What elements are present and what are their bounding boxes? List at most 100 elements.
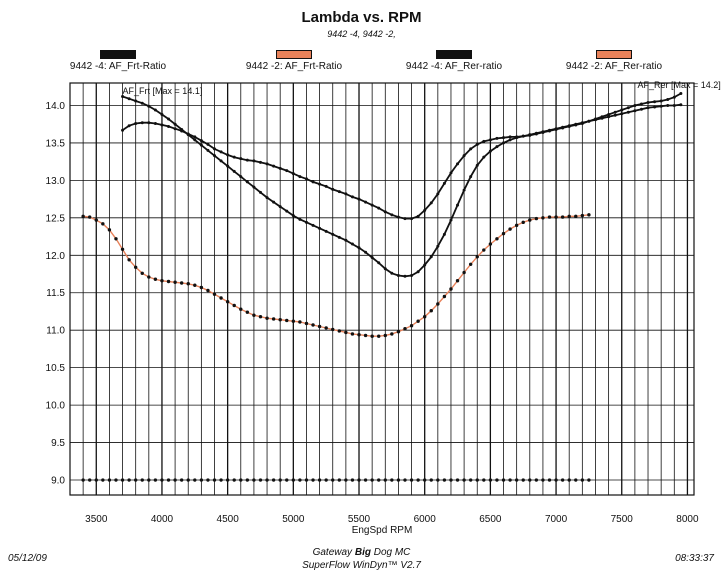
y-tick-label: 9.0 xyxy=(51,476,65,487)
data-point xyxy=(232,169,236,173)
data-point xyxy=(337,235,341,239)
data-point xyxy=(278,478,282,482)
series-line xyxy=(122,95,682,278)
data-point xyxy=(442,232,446,236)
data-point xyxy=(88,215,92,219)
data-point xyxy=(495,478,499,482)
data-point xyxy=(331,327,335,332)
footer-time: 08:33:37 xyxy=(675,553,714,564)
data-point xyxy=(607,115,611,119)
data-point xyxy=(653,105,657,109)
data-point xyxy=(410,274,414,278)
data-point xyxy=(206,288,210,293)
data-point xyxy=(245,310,250,314)
data-point xyxy=(383,333,387,338)
data-point xyxy=(364,250,368,254)
data-point xyxy=(370,334,374,338)
data-point xyxy=(114,478,118,482)
data-point xyxy=(252,313,256,317)
data-point xyxy=(357,246,361,250)
data-point xyxy=(337,329,342,333)
data-point xyxy=(423,208,427,212)
data-point xyxy=(140,121,144,125)
data-point xyxy=(514,478,519,482)
data-point xyxy=(153,478,158,482)
data-point xyxy=(186,282,190,286)
data-point xyxy=(265,162,269,166)
data-point xyxy=(403,327,407,331)
data-point xyxy=(213,147,217,151)
data-point xyxy=(357,478,361,482)
data-point xyxy=(396,274,400,278)
data-point xyxy=(442,294,447,299)
data-point xyxy=(534,132,538,136)
data-point xyxy=(462,154,466,158)
data-point xyxy=(429,255,433,259)
data-point xyxy=(311,223,315,227)
data-point xyxy=(502,141,506,145)
y-tick-label: 12.5 xyxy=(46,213,66,224)
data-point xyxy=(377,478,381,482)
data-point xyxy=(193,283,197,287)
data-point xyxy=(423,263,427,267)
data-point xyxy=(560,215,565,219)
legend-swatch xyxy=(596,50,632,59)
data-point xyxy=(469,147,473,151)
data-point xyxy=(587,119,591,123)
data-point xyxy=(436,192,440,196)
x-tick-label: 7500 xyxy=(611,514,634,525)
legend-swatch xyxy=(276,50,312,59)
data-point xyxy=(252,185,256,189)
data-point xyxy=(672,95,676,99)
data-point xyxy=(127,258,131,262)
data-point xyxy=(324,478,328,482)
data-point xyxy=(265,196,269,200)
data-point xyxy=(620,112,624,116)
data-point xyxy=(134,99,138,103)
data-point xyxy=(245,478,250,482)
data-point xyxy=(357,197,361,201)
data-point xyxy=(403,274,407,278)
data-point xyxy=(429,478,433,482)
y-tick-label: 13.5 xyxy=(46,138,66,149)
data-point xyxy=(127,97,131,101)
data-point xyxy=(357,332,361,337)
data-point xyxy=(232,478,236,482)
data-point xyxy=(252,159,256,163)
x-tick-label: 3500 xyxy=(85,514,108,525)
data-point xyxy=(488,242,493,246)
data-point xyxy=(304,321,309,326)
data-point xyxy=(436,244,440,248)
data-point xyxy=(482,155,486,159)
data-point xyxy=(436,302,440,306)
data-point xyxy=(278,166,282,170)
data-point xyxy=(206,148,210,152)
data-point xyxy=(534,216,539,221)
data-point xyxy=(121,128,125,132)
footer-line1-bold: Big xyxy=(354,547,371,558)
data-point xyxy=(541,130,545,134)
data-point xyxy=(456,203,460,207)
data-point xyxy=(285,478,289,482)
data-point xyxy=(653,100,657,104)
data-point xyxy=(239,478,243,482)
data-point xyxy=(468,262,473,266)
data-point xyxy=(567,214,571,219)
data-point xyxy=(213,154,217,158)
data-point xyxy=(554,478,558,482)
data-point xyxy=(245,158,249,162)
annotation: AF_Rer [Max = 14.2] xyxy=(638,80,721,90)
data-point xyxy=(225,478,230,482)
data-point xyxy=(121,94,125,98)
data-point xyxy=(193,478,197,482)
data-point xyxy=(436,478,440,482)
data-point xyxy=(311,180,315,184)
data-point xyxy=(409,324,414,328)
data-point xyxy=(324,184,328,188)
data-point xyxy=(265,316,269,320)
data-point xyxy=(179,281,184,285)
data-point xyxy=(370,203,374,207)
data-point xyxy=(462,188,466,192)
data-point xyxy=(567,124,571,128)
